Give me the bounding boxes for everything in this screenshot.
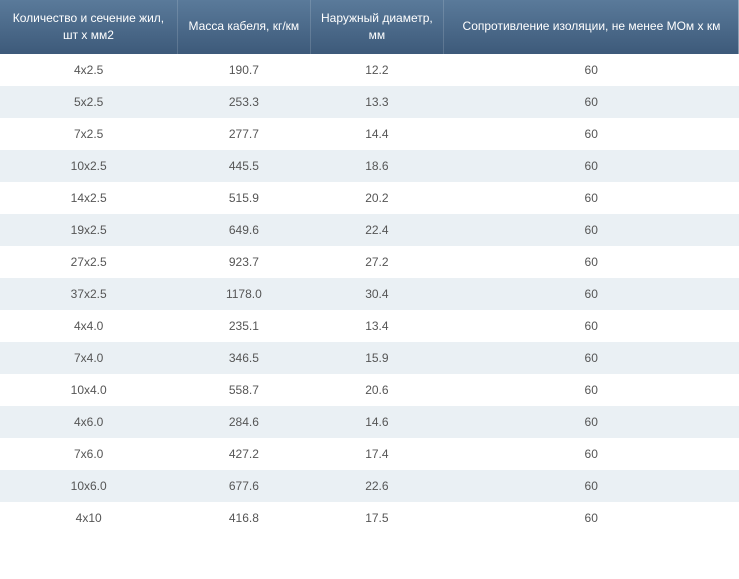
cell-resistance: 60 <box>443 342 739 374</box>
cell-mass: 649.6 <box>177 214 310 246</box>
cell-diameter: 27.2 <box>310 246 443 278</box>
cell-count-section: 14х2.5 <box>0 182 177 214</box>
cell-diameter: 14.4 <box>310 118 443 150</box>
cell-resistance: 60 <box>443 470 739 502</box>
table-body: 4х2.5 190.7 12.2 60 5х2.5 253.3 13.3 60 … <box>0 54 739 534</box>
cable-spec-table: Количество и сечение жил, шт х мм2 Масса… <box>0 0 739 534</box>
cell-count-section: 10х6.0 <box>0 470 177 502</box>
cell-diameter: 22.6 <box>310 470 443 502</box>
cell-mass: 558.7 <box>177 374 310 406</box>
cell-count-section: 27х2.5 <box>0 246 177 278</box>
table-row: 5х2.5 253.3 13.3 60 <box>0 86 739 118</box>
cell-mass: 677.6 <box>177 470 310 502</box>
cell-resistance: 60 <box>443 310 739 342</box>
cell-resistance: 60 <box>443 502 739 534</box>
cell-diameter: 20.2 <box>310 182 443 214</box>
cell-count-section: 4х4.0 <box>0 310 177 342</box>
table-row: 7х4.0 346.5 15.9 60 <box>0 342 739 374</box>
table-row: 4х10 416.8 17.5 60 <box>0 502 739 534</box>
cell-resistance: 60 <box>443 438 739 470</box>
cell-mass: 923.7 <box>177 246 310 278</box>
cell-mass: 416.8 <box>177 502 310 534</box>
table-header-row: Количество и сечение жил, шт х мм2 Масса… <box>0 0 739 54</box>
table-row: 10х6.0 677.6 22.6 60 <box>0 470 739 502</box>
cell-count-section: 7х6.0 <box>0 438 177 470</box>
cell-diameter: 20.6 <box>310 374 443 406</box>
cell-count-section: 7х2.5 <box>0 118 177 150</box>
table-row: 27х2.5 923.7 27.2 60 <box>0 246 739 278</box>
cell-count-section: 4х6.0 <box>0 406 177 438</box>
table-row: 4х4.0 235.1 13.4 60 <box>0 310 739 342</box>
cell-mass: 445.5 <box>177 150 310 182</box>
cell-resistance: 60 <box>443 54 739 86</box>
cell-mass: 346.5 <box>177 342 310 374</box>
cell-resistance: 60 <box>443 246 739 278</box>
table-row: 4х2.5 190.7 12.2 60 <box>0 54 739 86</box>
table-row: 14х2.5 515.9 20.2 60 <box>0 182 739 214</box>
cell-mass: 253.3 <box>177 86 310 118</box>
header-cell-resistance: Сопротивление изоляции, не менее МОм х к… <box>443 0 739 54</box>
cell-diameter: 30.4 <box>310 278 443 310</box>
cell-mass: 190.7 <box>177 54 310 86</box>
cell-mass: 1178.0 <box>177 278 310 310</box>
table-row: 7х2.5 277.7 14.4 60 <box>0 118 739 150</box>
cell-mass: 427.2 <box>177 438 310 470</box>
cell-resistance: 60 <box>443 374 739 406</box>
header-cell-count-section: Количество и сечение жил, шт х мм2 <box>0 0 177 54</box>
cell-diameter: 17.5 <box>310 502 443 534</box>
table-row: 10х2.5 445.5 18.6 60 <box>0 150 739 182</box>
cell-count-section: 7х4.0 <box>0 342 177 374</box>
cell-count-section: 4х2.5 <box>0 54 177 86</box>
cell-diameter: 14.6 <box>310 406 443 438</box>
header-cell-mass: Масса кабеля, кг/км <box>177 0 310 54</box>
table-row: 10х4.0 558.7 20.6 60 <box>0 374 739 406</box>
cell-resistance: 60 <box>443 182 739 214</box>
cell-diameter: 13.4 <box>310 310 443 342</box>
table-row: 37х2.5 1178.0 30.4 60 <box>0 278 739 310</box>
cell-resistance: 60 <box>443 214 739 246</box>
cell-count-section: 4х10 <box>0 502 177 534</box>
header-cell-diameter: Наружный диаметр, мм <box>310 0 443 54</box>
cell-resistance: 60 <box>443 118 739 150</box>
cell-diameter: 18.6 <box>310 150 443 182</box>
cell-count-section: 37х2.5 <box>0 278 177 310</box>
cell-resistance: 60 <box>443 406 739 438</box>
cell-diameter: 13.3 <box>310 86 443 118</box>
cell-resistance: 60 <box>443 150 739 182</box>
cell-mass: 277.7 <box>177 118 310 150</box>
cell-diameter: 12.2 <box>310 54 443 86</box>
cell-diameter: 15.9 <box>310 342 443 374</box>
cell-count-section: 10х2.5 <box>0 150 177 182</box>
cell-count-section: 19х2.5 <box>0 214 177 246</box>
cell-count-section: 10х4.0 <box>0 374 177 406</box>
cell-mass: 284.6 <box>177 406 310 438</box>
table-row: 7х6.0 427.2 17.4 60 <box>0 438 739 470</box>
cell-mass: 235.1 <box>177 310 310 342</box>
cell-mass: 515.9 <box>177 182 310 214</box>
table-row: 4х6.0 284.6 14.6 60 <box>0 406 739 438</box>
cell-count-section: 5х2.5 <box>0 86 177 118</box>
cell-resistance: 60 <box>443 278 739 310</box>
cell-diameter: 22.4 <box>310 214 443 246</box>
cell-diameter: 17.4 <box>310 438 443 470</box>
cell-resistance: 60 <box>443 86 739 118</box>
table-row: 19х2.5 649.6 22.4 60 <box>0 214 739 246</box>
